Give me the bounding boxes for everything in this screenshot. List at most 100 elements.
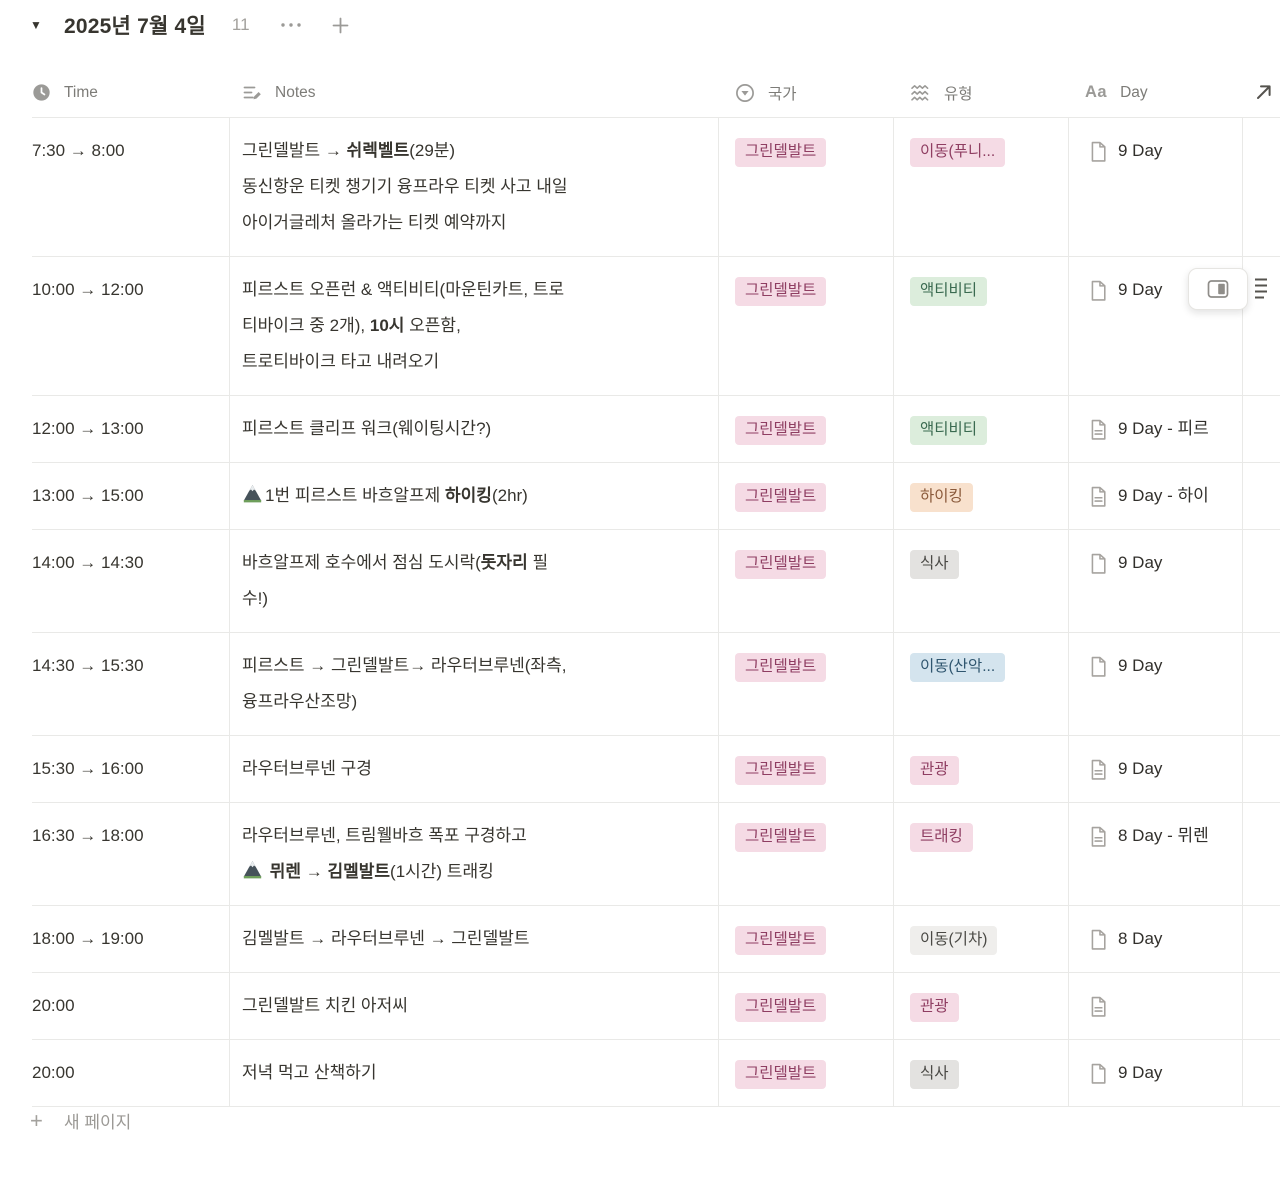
table-row[interactable]: 15:30 → 16:00 라우터브루넨 구경 그린델발트 관광 9 Day — [32, 736, 1280, 803]
country-cell: 그린델발트 — [718, 973, 893, 1039]
day-cell[interactable] — [1068, 973, 1280, 1039]
country-cell: 그린델발트 — [718, 736, 893, 802]
country-tag[interactable]: 그린델발트 — [735, 550, 827, 579]
time-cell[interactable]: 20:00 — [32, 996, 75, 1015]
day-cell[interactable]: 9 Day - 하이 — [1068, 463, 1280, 529]
notes-cell[interactable]: 그린델발트 치킨 아저씨 — [242, 996, 408, 1015]
table-body: 7:30 → 8:00 그린델발트 → 쉬렉벨트(29분) 동신항운 티켓 챙기기… — [32, 118, 1280, 1107]
column-divider — [229, 118, 230, 1107]
text-icon: Aa — [1085, 83, 1108, 101]
type-cell: 트래킹 — [893, 803, 1068, 905]
more-options-icon[interactable] — [280, 21, 302, 29]
notes-cell[interactable]: 라우터브루넨, 트림웰바흐 폭포 구경하고 뮈렌 → 김멜발트(1시간) 트래킹 — [242, 826, 527, 881]
table-row[interactable]: 20:00 저녁 먹고 산책하기 그린델발트 식사 9 Day — [32, 1040, 1280, 1107]
day-cell[interactable]: 9 Day — [1068, 257, 1280, 395]
mountain-icon — [243, 485, 262, 503]
type-tag[interactable]: 관광 — [910, 756, 959, 785]
column-header-notes[interactable]: Notes — [229, 83, 718, 103]
collapse-toggle-icon[interactable]: ▼ — [30, 18, 42, 32]
day-cell[interactable]: 9 Day — [1068, 736, 1280, 802]
type-tag[interactable]: 액티비티 — [910, 277, 988, 306]
country-tag[interactable]: 그린델발트 — [735, 756, 827, 785]
table-row[interactable]: 13:00 → 15:00 1번 피르스트 바흐알프제 하이킹(2hr) 그린델발… — [32, 463, 1280, 530]
country-tag[interactable]: 그린델발트 — [735, 823, 827, 852]
time-cell[interactable]: 10:00 → 12:00 — [32, 280, 144, 299]
country-tag[interactable]: 그린델발트 — [735, 993, 827, 1022]
country-tag[interactable]: 그린델발트 — [735, 138, 827, 167]
notes-cell[interactable]: 그린델발트 → 쉬렉벨트(29분) 동신항운 티켓 챙기기 융프라우 티켓 사고… — [242, 141, 568, 232]
type-tag[interactable]: 하이킹 — [910, 483, 973, 512]
country-tag[interactable]: 그린델발트 — [735, 926, 827, 955]
type-tag[interactable]: 이동(산악... — [910, 653, 1006, 682]
type-tag[interactable]: 이동(기차) — [910, 926, 998, 955]
table-row[interactable]: 16:30 → 18:00 라우터브루넨, 트림웰바흐 폭포 구경하고 뮈렌 → … — [32, 803, 1280, 906]
page-lines-icon — [1091, 826, 1106, 847]
table-row[interactable]: 12:00 → 13:00 피르스트 클리프 워크(웨이팅시간?) 그린델발트 액티비… — [32, 396, 1280, 463]
table-row[interactable]: 10:00 → 12:00 피르스트 오픈런 & 액티비티(마운틴카트, 트로 티… — [32, 257, 1280, 396]
time-cell[interactable]: 15:30 → 16:00 — [32, 759, 144, 778]
time-cell[interactable]: 7:30 → 8:00 — [32, 141, 125, 160]
column-header-day[interactable]: Aa Day — [1085, 83, 1148, 101]
notes-cell[interactable]: 피르스트 오픈런 & 액티비티(마운틴카트, 트로 티바이크 중 2개), 10… — [242, 280, 565, 371]
country-tag[interactable]: 그린델발트 — [735, 483, 827, 512]
country-cell: 그린델발트 — [718, 803, 893, 905]
table-row[interactable]: 18:00 → 19:00 김멜발트 → 라우터브루넨 → 그린델발트 그린델발트 이… — [32, 906, 1280, 973]
notes-cell[interactable]: 바흐알프제 호수에서 점심 도시락(돗자리 필 수!) — [242, 553, 549, 608]
type-tag[interactable]: 식사 — [910, 550, 959, 579]
country-cell: 그린델발트 — [718, 396, 893, 462]
table-row[interactable]: 20:00 그린델발트 치킨 아저씨 그린델발트 관광 — [32, 973, 1280, 1040]
notes-cell[interactable]: 피르스트 → 그린델발트→ 라우터브루넨(좌측, 융프라우산조망) — [242, 656, 567, 711]
type-cell: 관광 — [893, 736, 1068, 802]
notes-cell[interactable]: 1번 피르스트 바흐알프제 하이킹(2hr) — [229, 463, 718, 529]
drag-lines-icon[interactable] — [1254, 276, 1268, 306]
notes-cell[interactable]: 라우터브루넨 구경 — [242, 759, 372, 778]
item-count-badge: 11 — [231, 15, 250, 34]
day-cell[interactable]: 9 Day — [1068, 1040, 1280, 1106]
type-tag[interactable]: 식사 — [910, 1060, 959, 1089]
time-cell[interactable]: 16:30 → 18:00 — [32, 826, 144, 845]
country-tag[interactable]: 그린델발트 — [735, 1060, 827, 1089]
day-cell[interactable]: 8 Day — [1068, 906, 1280, 972]
country-cell: 그린델발트 — [718, 1040, 893, 1106]
type-cell: 식사 — [893, 1040, 1068, 1106]
type-cell: 하이킹 — [893, 463, 1068, 529]
country-tag[interactable]: 그린델발트 — [735, 277, 827, 306]
open-external-icon[interactable] — [1254, 82, 1274, 107]
country-tag[interactable]: 그린델발트 — [735, 416, 827, 445]
table-row[interactable]: 7:30 → 8:00 그린델발트 → 쉬렉벨트(29분) 동신항운 티켓 챙기기… — [32, 118, 1280, 257]
new-page-label: 새 페이지 — [64, 1113, 132, 1132]
day-cell[interactable]: 8 Day - 뮈렌 — [1068, 803, 1280, 905]
column-header-time[interactable]: Time — [32, 83, 229, 102]
time-cell[interactable]: 14:00 → 14:30 — [32, 553, 144, 572]
type-tag[interactable]: 관광 — [910, 993, 959, 1022]
column-divider — [893, 118, 894, 1107]
column-header-country[interactable]: 국가 — [718, 82, 893, 104]
time-cell[interactable]: 14:30 → 15:30 — [32, 656, 144, 675]
table-row[interactable]: 14:00 → 14:30 바흐알프제 호수에서 점심 도시락(돗자리 필 수!)… — [32, 530, 1280, 633]
type-cell: 관광 — [893, 973, 1068, 1039]
day-cell[interactable]: 9 Day — [1068, 118, 1280, 256]
notes-cell[interactable]: 김멜발트 → 라우터브루넨 → 그린델발트 — [242, 929, 530, 948]
time-cell[interactable]: 12:00 → 13:00 — [32, 419, 144, 438]
notes-cell[interactable]: 피르스트 클리프 워크(웨이팅시간?) — [242, 419, 492, 438]
day-cell[interactable]: 9 Day — [1068, 530, 1280, 632]
table-row[interactable]: 14:30 → 15:30 피르스트 → 그린델발트→ 라우터브루넨(좌측, 융프… — [32, 633, 1280, 736]
time-cell[interactable]: 20:00 — [32, 1063, 75, 1082]
column-header-type[interactable]: 유형 — [893, 82, 1068, 104]
type-tag[interactable]: 액티비티 — [910, 416, 988, 445]
time-cell[interactable]: 13:00 → 15:00 — [32, 486, 144, 505]
page-lines-icon — [1091, 419, 1106, 440]
type-tag[interactable]: 이동(푸니... — [910, 138, 1006, 167]
new-page-button[interactable]: + 새 페이지 — [30, 1108, 131, 1133]
notes-cell[interactable]: 저녁 먹고 산책하기 — [242, 1063, 377, 1082]
side-peek-button[interactable] — [1188, 268, 1248, 310]
day-cell[interactable]: 9 Day — [1068, 633, 1280, 735]
column-divider — [1068, 118, 1069, 1107]
country-tag[interactable]: 그린델발트 — [735, 653, 827, 682]
type-cell: 액티비티 — [893, 396, 1068, 462]
time-cell[interactable]: 18:00 → 19:00 — [32, 929, 144, 948]
clock-icon — [33, 84, 50, 101]
type-tag[interactable]: 트래킹 — [910, 823, 973, 852]
day-cell[interactable]: 9 Day - 피르 — [1068, 396, 1280, 462]
add-row-icon[interactable] — [332, 17, 349, 34]
